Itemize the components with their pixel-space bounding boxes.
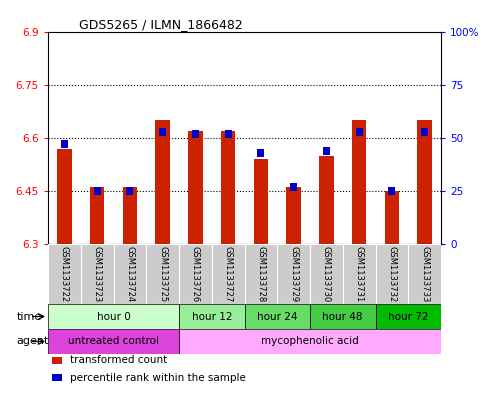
Bar xyxy=(155,120,170,244)
Bar xyxy=(352,120,367,244)
Bar xyxy=(254,159,268,244)
Bar xyxy=(146,244,179,304)
Bar xyxy=(384,191,399,244)
Text: hour 0: hour 0 xyxy=(97,312,130,321)
Bar xyxy=(343,244,375,304)
Text: GSM1133733: GSM1133733 xyxy=(420,246,429,302)
Bar xyxy=(114,244,146,304)
Text: transformed count: transformed count xyxy=(70,355,167,365)
Text: hour 24: hour 24 xyxy=(257,312,298,321)
Text: GSM1133728: GSM1133728 xyxy=(256,246,265,302)
Bar xyxy=(57,149,72,244)
Bar xyxy=(188,131,203,244)
Bar xyxy=(90,187,104,244)
Bar xyxy=(388,187,396,195)
Bar xyxy=(310,304,375,329)
Bar xyxy=(48,304,179,329)
Bar xyxy=(52,357,62,364)
Bar xyxy=(179,244,212,304)
Bar xyxy=(319,156,334,244)
Bar xyxy=(257,149,265,157)
Text: GDS5265 / ILMN_1866482: GDS5265 / ILMN_1866482 xyxy=(79,18,243,31)
Text: GSM1133732: GSM1133732 xyxy=(387,246,397,302)
Bar xyxy=(52,374,62,381)
Bar xyxy=(408,244,441,304)
Text: GSM1133723: GSM1133723 xyxy=(93,246,101,302)
Bar xyxy=(179,304,244,329)
Text: GSM1133729: GSM1133729 xyxy=(289,246,298,302)
Bar xyxy=(375,304,441,329)
Text: hour 72: hour 72 xyxy=(388,312,428,321)
Text: GSM1133722: GSM1133722 xyxy=(60,246,69,302)
Bar xyxy=(225,130,232,138)
Text: GSM1133731: GSM1133731 xyxy=(355,246,364,302)
Bar xyxy=(94,187,101,195)
Text: hour 48: hour 48 xyxy=(323,312,363,321)
Text: untreated control: untreated control xyxy=(68,336,159,347)
Text: hour 12: hour 12 xyxy=(191,312,232,321)
Bar xyxy=(61,140,68,148)
Bar xyxy=(126,187,133,195)
Text: agent: agent xyxy=(17,336,49,347)
Text: GSM1133730: GSM1133730 xyxy=(322,246,331,302)
Bar xyxy=(277,244,310,304)
Bar xyxy=(123,187,137,244)
Bar xyxy=(355,128,363,136)
Bar xyxy=(323,147,330,154)
Text: GSM1133726: GSM1133726 xyxy=(191,246,200,302)
Text: GSM1133725: GSM1133725 xyxy=(158,246,167,302)
Bar xyxy=(159,128,166,136)
Bar xyxy=(48,329,179,354)
Bar xyxy=(375,244,408,304)
Bar xyxy=(221,131,236,244)
Bar xyxy=(244,244,277,304)
Bar xyxy=(48,244,81,304)
Bar xyxy=(212,244,244,304)
Text: percentile rank within the sample: percentile rank within the sample xyxy=(70,373,245,383)
Bar xyxy=(81,244,114,304)
Bar xyxy=(290,183,297,191)
Text: mycophenolic acid: mycophenolic acid xyxy=(261,336,359,347)
Text: GSM1133724: GSM1133724 xyxy=(126,246,134,302)
Bar xyxy=(421,128,428,136)
Bar xyxy=(310,244,343,304)
Text: GSM1133727: GSM1133727 xyxy=(224,246,233,302)
Bar xyxy=(417,120,432,244)
Bar xyxy=(244,304,310,329)
Text: time: time xyxy=(17,312,42,321)
Bar xyxy=(179,329,441,354)
Bar xyxy=(286,187,301,244)
Bar xyxy=(192,130,199,138)
